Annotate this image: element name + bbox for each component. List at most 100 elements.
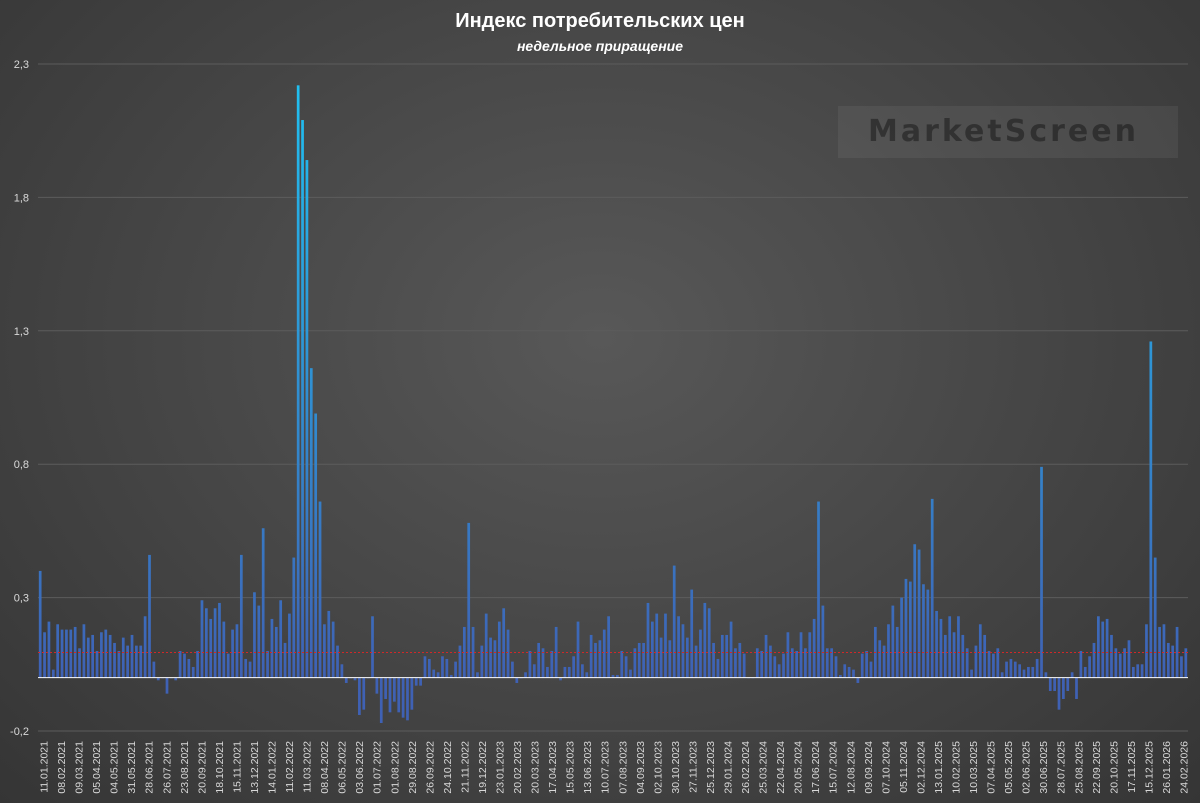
bar <box>1013 661 1017 678</box>
bar <box>502 608 506 678</box>
bar <box>821 605 825 678</box>
bar <box>856 677 860 683</box>
bar <box>436 672 440 678</box>
chart-title: Индекс потребительских цен <box>455 10 745 32</box>
bar <box>777 664 781 678</box>
x-tick-label: 13.01.2025 <box>933 741 945 794</box>
bar <box>672 565 676 678</box>
bar <box>56 624 60 678</box>
bar <box>694 645 698 678</box>
bar <box>1162 624 1166 678</box>
watermark-box <box>838 106 1178 158</box>
bar <box>511 661 514 678</box>
bar <box>393 677 396 702</box>
bar <box>445 658 449 678</box>
bar <box>961 634 965 678</box>
x-tick-label: 15.12.2025 <box>1143 741 1155 794</box>
bar <box>633 648 637 678</box>
bar <box>427 658 431 678</box>
bar <box>1075 677 1078 699</box>
bar <box>248 661 252 678</box>
bar <box>948 616 952 678</box>
bar <box>978 624 982 678</box>
x-tick-label: 22.09.2025 <box>1091 741 1103 794</box>
bar <box>183 653 186 678</box>
bar <box>528 650 532 678</box>
x-tick-label: 17.04.2023 <box>547 741 559 794</box>
bar <box>51 669 55 678</box>
x-axis-ticks: 11.01.2021 08.02.2021 09.03.2021 05.04.2021… <box>39 741 1191 794</box>
x-tick-label: 07.10.2024 <box>880 741 892 794</box>
bar <box>825 648 829 678</box>
x-tick-label: 13.06.2023 <box>582 741 594 794</box>
bar <box>449 674 453 678</box>
bar <box>651 621 654 678</box>
x-tick-label: 31.05.2021 <box>126 741 138 794</box>
bar <box>384 677 387 699</box>
x-tick-label: 20.10.2025 <box>1108 741 1120 794</box>
bar <box>769 645 772 678</box>
bar <box>1048 677 1052 691</box>
bar <box>86 637 90 678</box>
bar <box>900 597 903 678</box>
bar <box>362 677 366 710</box>
bar <box>401 677 405 718</box>
bar <box>935 610 938 678</box>
bar <box>1180 656 1183 678</box>
x-tick-label: 11.01.2021 <box>39 741 51 793</box>
reference-line-group <box>38 652 1188 679</box>
x-tick-label: 29.01.2024 <box>723 741 735 794</box>
bar <box>576 621 580 678</box>
bar <box>891 605 895 678</box>
bar <box>148 554 151 678</box>
bar <box>1053 677 1056 691</box>
bar <box>1145 624 1148 678</box>
x-tick-label: 02.06.2025 <box>1021 741 1033 794</box>
bar <box>1184 648 1188 678</box>
bar <box>1083 666 1087 678</box>
x-tick-label: 22.04.2024 <box>775 741 787 794</box>
bar <box>213 608 217 678</box>
bar <box>1057 677 1061 710</box>
bar <box>1171 645 1175 678</box>
bar <box>113 642 116 678</box>
bar <box>60 629 64 678</box>
x-tick-label: 09.03.2021 <box>74 741 86 794</box>
bar <box>484 613 488 678</box>
bar <box>725 634 729 678</box>
bar <box>532 664 536 678</box>
bar <box>563 666 567 678</box>
x-tick-label: 19.12.2022 <box>477 741 489 794</box>
x-tick-label: 26.02.2024 <box>740 741 752 794</box>
bar <box>1166 642 1170 678</box>
x-tick-label: 20.05.2024 <box>793 741 805 794</box>
y-tick-label: 1,3 <box>14 326 29 338</box>
bar <box>913 544 917 678</box>
bar <box>301 120 304 678</box>
bar <box>677 616 680 678</box>
bar <box>239 554 243 678</box>
bar <box>152 661 156 678</box>
bar <box>707 608 711 678</box>
x-tick-label: 28.07.2025 <box>1056 741 1068 794</box>
bar <box>454 661 457 678</box>
bar <box>244 658 248 678</box>
bars <box>38 85 1188 723</box>
x-tick-label: 08.02.2021 <box>56 741 68 794</box>
bar <box>965 648 969 678</box>
bar <box>174 677 178 681</box>
bar <box>309 368 313 678</box>
bar <box>642 642 645 678</box>
x-tick-label: 26.07.2021 <box>161 741 173 794</box>
bar <box>292 557 296 678</box>
x-tick-label: 24.10.2022 <box>442 741 454 794</box>
x-tick-label: 27.11.2023 <box>687 741 699 793</box>
bar <box>336 645 339 678</box>
bar <box>314 413 318 678</box>
bar <box>537 642 541 678</box>
bar <box>432 669 436 678</box>
x-tick-label: 25.08.2025 <box>1073 741 1085 794</box>
bar <box>904 578 908 678</box>
bar <box>410 677 414 710</box>
bar <box>296 85 300 678</box>
